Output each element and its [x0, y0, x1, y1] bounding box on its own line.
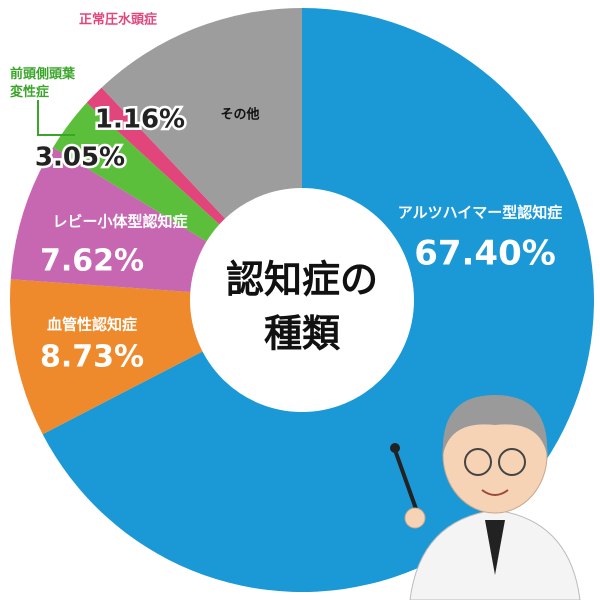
value-label: 1.16% — [95, 105, 185, 135]
doctor-illustration — [390, 395, 581, 600]
category-label: レビー小体型認知症 — [52, 213, 187, 231]
value-label: 8.73% — [40, 340, 144, 375]
category-label: その他 — [220, 107, 259, 123]
value-label: 67.40% — [414, 234, 556, 274]
category-label: 前頭側頭葉変性症 — [10, 66, 76, 100]
donut-hole — [190, 188, 414, 412]
category-label: 正常圧水頭症 — [79, 12, 157, 28]
center-title: 認知症の — [226, 258, 378, 302]
value-label: 7.62% — [40, 244, 144, 279]
category-label: 血管性認知症 — [47, 316, 137, 334]
category-label: アルツハイマー型認知症 — [398, 204, 563, 222]
leader-line — [37, 100, 75, 136]
value-label: 3.05% — [35, 143, 125, 173]
center-title: 種類 — [264, 312, 341, 356]
